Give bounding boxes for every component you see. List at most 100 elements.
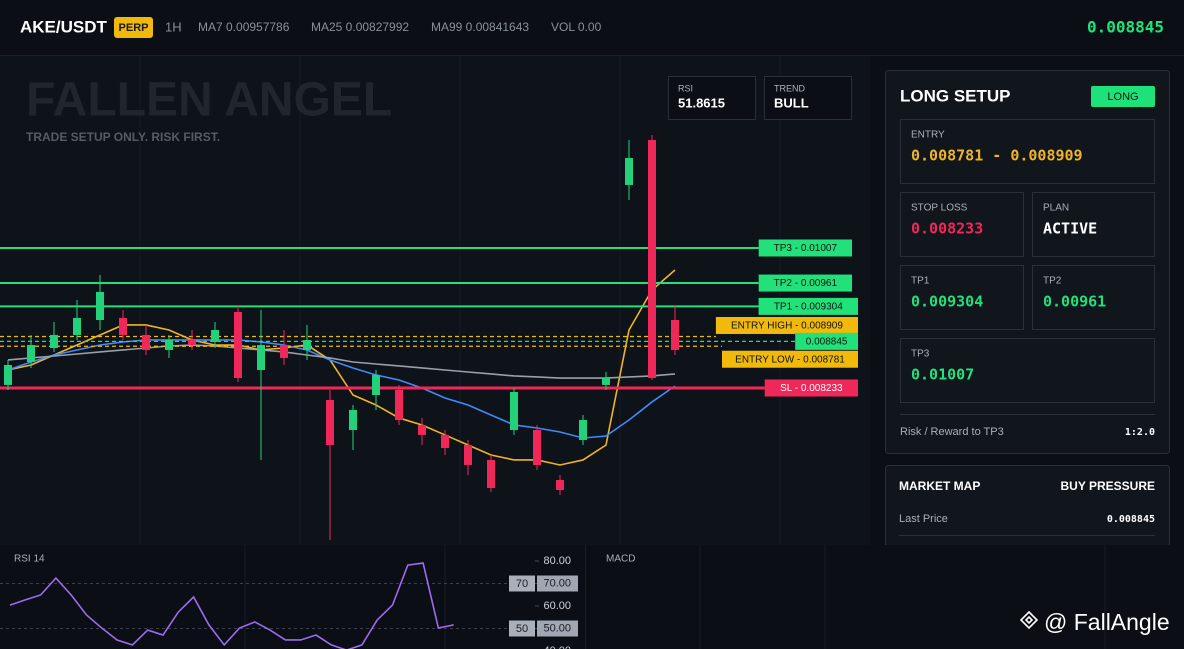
ma-line xyxy=(7,344,676,379)
candle-body xyxy=(602,378,610,385)
card-value: 0.01007 xyxy=(911,366,974,384)
level-label-bg xyxy=(715,316,858,334)
ma25: MA25 0.00827992 xyxy=(311,20,409,34)
candle-body xyxy=(372,374,380,396)
indicator-value: BULL xyxy=(774,95,809,110)
card-label: PLAN xyxy=(1043,203,1069,214)
candle-body xyxy=(257,345,265,371)
candle-body xyxy=(441,434,449,448)
y-tick-label: 50.00 xyxy=(543,622,571,634)
tp2-card xyxy=(1032,265,1155,330)
card-label: TP1 xyxy=(911,276,930,287)
level-label: TP3 - 0.01007 xyxy=(774,243,838,254)
panel-title: MARKET MAP xyxy=(899,479,980,493)
candle-body xyxy=(211,330,219,342)
indicator-value: 51.8615 xyxy=(678,95,725,110)
y-tick-label: 80.00 xyxy=(543,555,571,567)
long-badge-bg xyxy=(1091,86,1155,107)
logo xyxy=(1019,610,1039,630)
rsi-level-bg xyxy=(509,575,535,592)
ma99: MA99 0.00841643 xyxy=(431,20,529,34)
rsi-panel: 70 50 80.00 70.00 60.00 50.00 40.00 xyxy=(0,555,578,649)
bottom-grid xyxy=(244,545,1106,649)
candle-body xyxy=(119,317,127,335)
level-label: 0.008845 xyxy=(806,336,848,347)
plan-card xyxy=(1032,192,1155,257)
candle-body xyxy=(326,399,334,446)
stop-card xyxy=(900,192,1024,257)
candle-body xyxy=(510,391,518,430)
perp-badge-bg xyxy=(114,17,153,38)
level-label-bg xyxy=(758,297,858,315)
candle-body xyxy=(27,345,35,363)
card-label: STOP LOSS xyxy=(911,203,968,214)
trend-box xyxy=(764,76,852,120)
entry-card xyxy=(900,119,1155,184)
indicator-label: RSI xyxy=(678,83,693,93)
row-label: Last Price xyxy=(899,513,948,525)
candle-body xyxy=(96,291,104,321)
card-value: 0.008781 - 0.008909 xyxy=(911,147,1083,165)
candle-body xyxy=(165,339,173,350)
price-plot xyxy=(0,134,796,540)
rsi-level-label: 70 xyxy=(516,578,528,590)
level-label: ENTRY HIGH - 0.008909 xyxy=(731,321,843,332)
level-label-bg xyxy=(758,239,852,257)
candle-body xyxy=(188,339,196,346)
card-label: TP2 xyxy=(1043,276,1062,287)
candle-body xyxy=(625,157,633,185)
symbol[interactable]: AKE/USDT xyxy=(20,17,108,36)
ratio-label: Risk / Reward to TP3 xyxy=(900,426,1004,438)
y-tick-label: 60.00 xyxy=(543,600,571,612)
rsi-title: RSI 14 xyxy=(14,554,45,565)
candle-body xyxy=(648,140,656,379)
level-labels: TP3 - 0.01007 TP2 - 0.00961 TP1 - 0.009304… xyxy=(715,239,858,397)
candle-body xyxy=(234,312,242,379)
level-label-bg xyxy=(764,379,858,397)
card-label: TP3 xyxy=(911,349,930,360)
tp3-card xyxy=(900,338,1155,403)
rsi-level-bg xyxy=(509,620,535,637)
candle-body xyxy=(487,459,495,488)
watermark: @ FallAngle xyxy=(1044,609,1170,635)
card-value: 0.00961 xyxy=(1043,293,1106,311)
ma-line xyxy=(7,339,676,439)
market-status: BUY PRESSURE xyxy=(1061,479,1155,493)
tp1-card xyxy=(900,265,1024,330)
card-value: ACTIVE xyxy=(1043,220,1097,238)
candle-body xyxy=(556,479,564,490)
row-value: 0.008845 xyxy=(1107,514,1155,525)
candle-body xyxy=(73,317,81,335)
candle-body xyxy=(50,334,58,348)
candle-body xyxy=(464,445,472,465)
tick-label-bg xyxy=(537,620,578,637)
indicator-label: TREND xyxy=(774,83,805,93)
candle-body xyxy=(349,409,357,430)
rsi-line xyxy=(9,562,454,649)
ratio: 1:2.0 xyxy=(1125,427,1155,438)
level-label: TP1 - 0.009304 xyxy=(774,302,843,313)
level-label: ENTRY LOW - 0.008781 xyxy=(735,354,845,365)
candle-body xyxy=(142,334,150,350)
ma7: MA7 0.00957786 xyxy=(198,20,290,34)
level-label-bg xyxy=(758,274,852,292)
level-label-bg xyxy=(722,350,858,368)
candle-body xyxy=(4,364,12,385)
level-label-bg xyxy=(795,332,858,350)
rsi-box xyxy=(668,76,756,120)
panel-title: LONG SETUP xyxy=(900,86,1011,105)
y-tick-label: 40.00 xyxy=(543,645,571,649)
candle-body xyxy=(395,389,403,421)
candle-body xyxy=(418,424,426,435)
card-label: ENTRY xyxy=(911,130,945,141)
volume: VOL 0.00 xyxy=(551,20,602,34)
last-price: 0.008845 xyxy=(1087,18,1164,37)
chart-area xyxy=(0,56,870,545)
candle-body xyxy=(671,320,679,350)
timeframe[interactable]: 1H xyxy=(165,19,182,34)
candle-body xyxy=(280,345,288,358)
candle-body xyxy=(303,339,311,350)
candle-body xyxy=(533,429,541,465)
bottom-area xyxy=(0,545,1184,649)
